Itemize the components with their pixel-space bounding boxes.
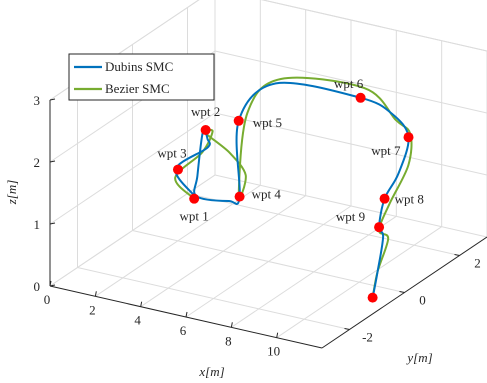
legend: Dubins SMC Bezier SMC <box>68 53 215 101</box>
tick-labels: 0 2 4 6 8 10 -2 0 2 0 1 2 3 <box>34 93 481 359</box>
z-tick-mark <box>49 160 56 163</box>
z-tick-label: 3 <box>34 93 41 108</box>
grid-line-floor-y <box>187 193 460 256</box>
grid-line-back-z <box>214 50 487 114</box>
waypoint-label: wpt 7 <box>371 143 401 158</box>
waypoint-marker <box>234 191 245 202</box>
waypoint-label: wpt 1 <box>180 209 209 224</box>
waypoint-marker <box>172 164 183 175</box>
waypoint-label: wpt 9 <box>336 209 365 224</box>
x-tick-label: 4 <box>134 313 141 328</box>
x-tick-label: 6 <box>180 323 187 338</box>
grid-edge <box>261 0 487 52</box>
waypoint-marker <box>403 132 414 143</box>
waypoint-label: wpt 4 <box>252 187 282 202</box>
x-tick-label: 8 <box>225 333 232 348</box>
legend-label-bezier: Bezier SMC <box>105 81 170 96</box>
x-tick-mark <box>230 322 233 328</box>
x-tick-mark <box>49 280 52 287</box>
legend-label-dubins: Dubins SMC <box>105 59 173 74</box>
waypoints: wpt 1 wpt 2 wpt 3 wpt 4 wpt 5 wpt 6 wpt 7 wpt 8… <box>157 76 424 303</box>
grid-line-back-z <box>214 112 487 176</box>
z-axis-label: z[m] <box>4 180 19 206</box>
x-tick-mark <box>140 301 143 307</box>
y-tick-label: -2 <box>362 330 373 345</box>
waypoint-marker <box>379 193 390 204</box>
z-tick-label: 2 <box>34 155 41 170</box>
z-tick-label: 1 <box>34 217 41 232</box>
waypoint-marker <box>374 222 385 233</box>
axes <box>49 98 487 349</box>
z-tick-mark <box>49 98 56 101</box>
grid-line-floor-y <box>132 230 405 293</box>
z-tick-mark <box>49 284 56 287</box>
waypoint-label: wpt 6 <box>334 76 364 91</box>
waypoint-marker <box>189 193 200 204</box>
x-tick-label: 0 <box>44 292 51 307</box>
z-tick-label: 0 <box>34 279 41 294</box>
x-tick-label: 10 <box>267 344 280 359</box>
y-axis-label: y[m] <box>405 350 432 365</box>
y-tick-mark <box>399 291 405 293</box>
x-tick-mark <box>94 291 97 297</box>
x-tick-mark <box>276 332 279 338</box>
waypoint-marker <box>233 115 244 126</box>
grid-lines <box>49 0 487 339</box>
legend-box <box>68 53 215 101</box>
waypoint-label: wpt 3 <box>157 146 186 161</box>
y-tick-mark <box>454 254 460 256</box>
y-tick-label: 0 <box>419 293 426 308</box>
waypoint-marker <box>367 292 378 303</box>
waypoint-label: wpt 5 <box>253 115 282 130</box>
waypoint-label: wpt 2 <box>191 104 220 119</box>
grid-line-floor-y <box>77 267 350 330</box>
y-tick-mark <box>344 328 350 330</box>
waypoint-marker <box>200 125 211 136</box>
waypoint-marker <box>355 92 366 103</box>
waypoint-label: wpt 8 <box>395 192 424 207</box>
grid-line-side-z <box>49 112 216 225</box>
x-axis-label: x[m] <box>198 364 224 379</box>
z-tick-mark <box>49 222 56 225</box>
grid-line-back-z <box>214 174 487 238</box>
x-tick-label: 2 <box>89 302 96 317</box>
x-tick-mark <box>185 311 188 318</box>
y-tick-label: 2 <box>474 256 481 271</box>
